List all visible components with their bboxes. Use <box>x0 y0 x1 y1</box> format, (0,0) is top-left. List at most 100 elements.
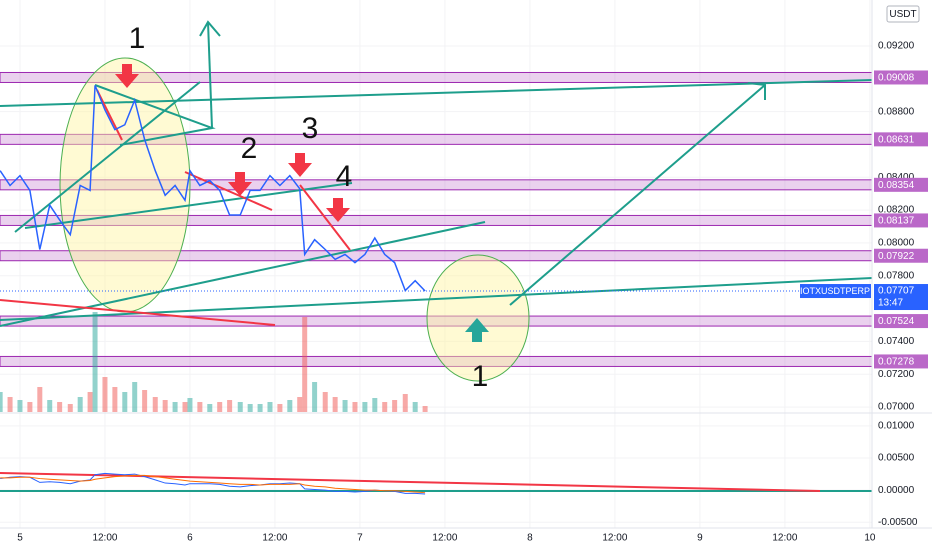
volume-bar <box>197 402 203 412</box>
arrow <box>207 21 213 129</box>
arrow-head <box>747 82 766 100</box>
unit-box[interactable] <box>886 5 920 23</box>
trend-line <box>0 221 486 327</box>
volume-bar <box>152 397 158 412</box>
volume-bar <box>312 382 318 412</box>
volume-bar <box>352 402 358 412</box>
trend-line <box>299 184 351 251</box>
y-tick-label: 0.08000 <box>878 238 915 249</box>
level-label: 0.09008 <box>878 73 915 84</box>
y-tick-label: 0.08800 <box>878 106 915 117</box>
level-band <box>0 355 873 367</box>
y-tick-label: 0.07200 <box>878 369 915 380</box>
trend-line <box>24 182 353 229</box>
up-arrow <box>465 318 489 342</box>
volume-bar <box>187 398 193 412</box>
drawings <box>0 20 873 492</box>
arrow <box>509 84 766 306</box>
price-line-series <box>0 85 426 292</box>
volume-bar <box>322 392 328 412</box>
trend-line <box>184 171 273 211</box>
volume-bar <box>362 402 368 412</box>
volume-bar <box>382 402 388 412</box>
x-tick-label: 8 <box>527 533 533 544</box>
price-box <box>874 284 928 311</box>
volume-bar <box>207 404 213 412</box>
down-arrow <box>288 153 312 177</box>
volume-bar <box>77 397 83 412</box>
volume-bar <box>27 402 33 412</box>
y-tick-label: 0.00000 <box>878 485 915 496</box>
macd-line <box>0 474 426 494</box>
volume-bar <box>67 404 73 412</box>
volume-bar <box>57 402 63 412</box>
volume-bar <box>37 387 43 412</box>
volume-bar <box>92 312 98 412</box>
down-arrow <box>228 172 252 196</box>
x-tick-label: 12:00 <box>262 533 287 544</box>
trend-line <box>0 299 276 326</box>
trend-line <box>0 472 821 492</box>
level-label-box <box>874 70 928 85</box>
level-label: 0.08137 <box>878 216 915 227</box>
down-arrow <box>326 198 350 222</box>
x-tick-label: 12:00 <box>772 533 797 544</box>
volume-bar <box>182 402 188 412</box>
down-arrow <box>115 64 139 88</box>
price-label: 0.07707 <box>878 286 915 297</box>
level-label-box <box>874 248 928 263</box>
volume-bar <box>237 402 243 412</box>
volume-bar <box>372 398 378 412</box>
level-label: 0.08631 <box>878 134 915 145</box>
volume-bar <box>0 392 3 412</box>
trend-line <box>96 89 123 141</box>
y-tick-label: 0.08200 <box>878 205 915 216</box>
macd-line <box>0 472 426 495</box>
volume-bar <box>142 390 148 412</box>
level-label-box <box>874 314 928 329</box>
axis-unit: USDT <box>889 9 916 20</box>
x-tick-label: 12:00 <box>92 533 117 544</box>
y-tick-label: 0.07400 <box>878 336 915 347</box>
volume-bar <box>267 402 273 412</box>
volume-bar <box>162 400 168 412</box>
x-tick-label: 9 <box>697 533 703 544</box>
level-label-box <box>874 213 928 228</box>
volume-bar <box>87 392 93 412</box>
level-label: 0.07922 <box>878 251 915 262</box>
volume-bar <box>302 317 308 412</box>
volume-bar <box>287 400 293 412</box>
countdown-label: 13:47 <box>878 298 903 309</box>
y-tick-label: 0.07000 <box>878 402 915 413</box>
volume-bar <box>402 394 408 412</box>
plot <box>0 85 872 495</box>
volume-bar <box>422 406 428 412</box>
x-tick-label: 12:00 <box>432 533 457 544</box>
symbol-label: IOTXUSDTPERP <box>800 286 870 296</box>
volume-bar <box>17 400 23 412</box>
level-label: 0.07278 <box>878 357 915 368</box>
trend-line <box>94 84 216 146</box>
annotation: 2 <box>241 132 258 165</box>
volume-bar <box>297 397 303 412</box>
annotation: 3 <box>302 112 319 145</box>
volume-bar <box>247 404 253 412</box>
arrow-head <box>199 20 221 37</box>
trend-line <box>0 79 873 107</box>
highlight-ellipse <box>426 254 530 382</box>
x-tick-label: 5 <box>17 533 23 544</box>
level-label: 0.07524 <box>878 316 915 327</box>
x-tick-label: 12:00 <box>602 533 627 544</box>
volume-bar <box>332 397 338 412</box>
annotation: 1 <box>129 22 146 55</box>
y-tick-label: 0.01000 <box>878 421 915 432</box>
level-label-box <box>874 354 928 369</box>
volume-bar <box>257 404 263 412</box>
volume-bar <box>392 400 398 412</box>
volume-bar <box>132 382 138 412</box>
trend-line <box>14 81 201 233</box>
x-tick-label: 6 <box>187 533 193 544</box>
volume-bar <box>412 402 418 412</box>
volume-bar <box>102 377 108 412</box>
